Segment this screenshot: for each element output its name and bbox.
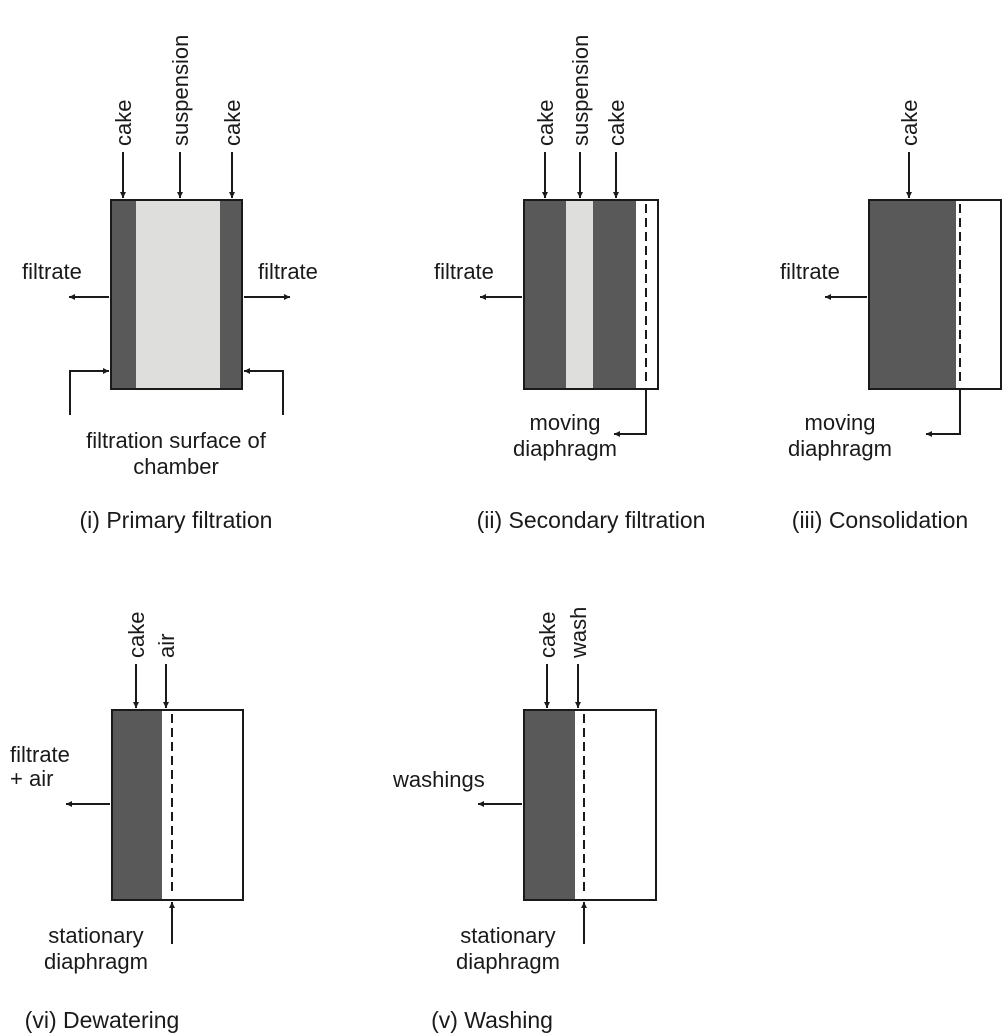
cake-label: cake <box>535 612 560 658</box>
chamber-outline <box>111 709 244 901</box>
filtrate-left-label: filtrate <box>22 259 82 284</box>
cake-right-label: cake <box>220 100 245 146</box>
stationary-diaphragm-label-line2: diaphragm <box>44 949 148 974</box>
cake-left-label: cake <box>111 100 136 146</box>
cake-layer <box>524 710 575 900</box>
surface-label-line2: chamber <box>133 454 219 479</box>
cake-left-label: cake <box>533 100 558 146</box>
filtrate-label: filtrate <box>780 259 840 284</box>
wash-label: wash <box>566 607 591 659</box>
suspension-layer <box>566 200 593 389</box>
moving-diaphragm-pointer <box>614 389 647 437</box>
surface-label-line1: filtration surface of <box>86 428 267 453</box>
cake-right-label: cake <box>604 100 629 146</box>
air-label: air <box>154 634 179 658</box>
moving-diaphragm-label-line1: moving <box>530 410 601 435</box>
chamber-outline <box>868 199 1002 390</box>
moving-diaphragm-label-line2: diaphragm <box>513 436 617 461</box>
panel-dewatering: cake air filtrate + air stationary diaph… <box>10 612 244 1033</box>
suspension-layer <box>136 200 220 389</box>
moving-diaphragm-label-line1: moving <box>805 410 876 435</box>
filtrate-air-label-line2: + air <box>10 766 53 791</box>
cake-layer <box>869 200 956 389</box>
panel-secondary-filtration: cake suspension cake filtrate moving dia… <box>434 35 705 533</box>
caption-washing: (v) Washing <box>431 1007 553 1033</box>
filtrate-label: filtrate <box>434 259 494 284</box>
panel-washing: cake wash washings stationary diaphragm … <box>392 607 657 1033</box>
cake-layer-right <box>220 200 242 389</box>
stationary-diaphragm-label-line1: stationary <box>460 923 555 948</box>
cake-layer <box>112 710 162 900</box>
filtrate-right-label: filtrate <box>258 259 318 284</box>
chamber-outline <box>523 199 659 390</box>
chamber-outline <box>523 709 657 901</box>
chamber-outline <box>110 199 243 390</box>
surface-pointer-left <box>69 368 109 415</box>
surface-pointer-right <box>244 368 284 415</box>
moving-diaphragm-label-line2: diaphragm <box>788 436 892 461</box>
cake-layer-left <box>111 200 136 389</box>
cake-label: cake <box>897 100 922 146</box>
cake-layer-left <box>524 200 566 389</box>
panel-consolidation: cake filtrate moving diaphragm (iii) Con… <box>780 100 1002 533</box>
stationary-diaphragm-label-line1: stationary <box>48 923 143 948</box>
caption-primary-filtration: (i) Primary filtration <box>80 507 273 533</box>
cake-label: cake <box>124 612 149 658</box>
caption-consolidation: (iii) Consolidation <box>792 507 968 533</box>
cake-layer-right <box>593 200 636 389</box>
washings-label: washings <box>392 767 485 792</box>
caption-secondary-filtration: (ii) Secondary filtration <box>477 507 706 533</box>
stationary-diaphragm-label-line2: diaphragm <box>456 949 560 974</box>
caption-dewatering: (vi) Dewatering <box>25 1007 180 1033</box>
moving-diaphragm-pointer <box>926 389 961 437</box>
filtrate-air-label-line1: filtrate <box>10 742 70 767</box>
suspension-label: suspension <box>568 35 593 146</box>
suspension-label: suspension <box>168 35 193 146</box>
panel-primary-filtration: cake suspension cake filtrate filtrate f… <box>22 35 318 533</box>
